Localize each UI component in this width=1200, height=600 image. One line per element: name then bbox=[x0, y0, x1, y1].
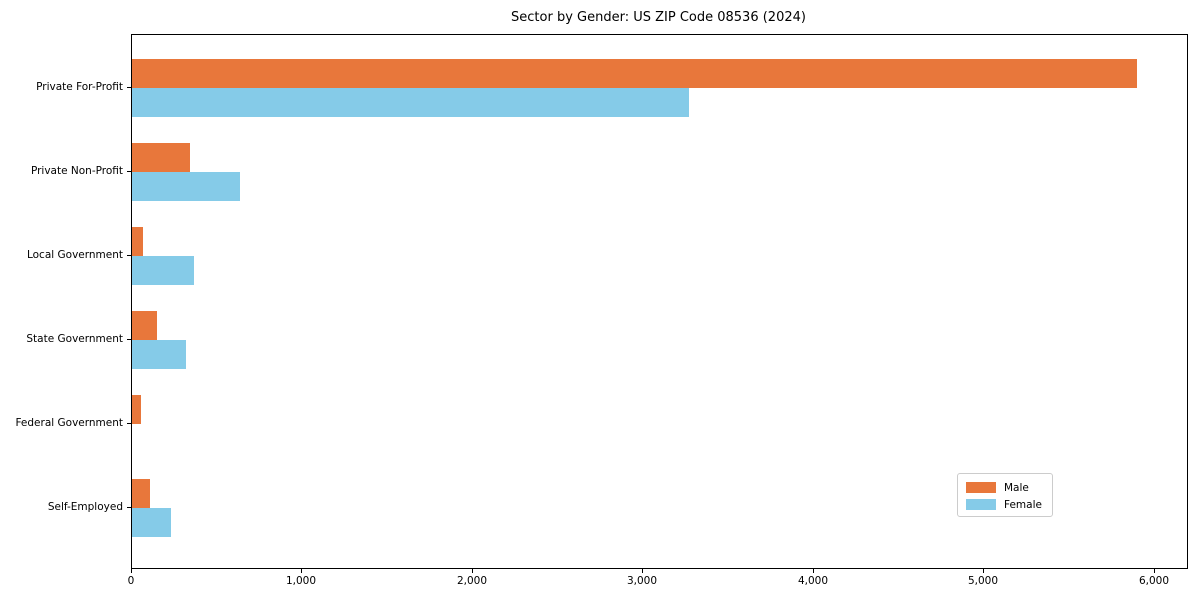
legend-swatch-female bbox=[966, 499, 996, 510]
xtick-mark bbox=[131, 569, 132, 573]
bar-female-private-non-profit bbox=[132, 172, 240, 201]
ytick-mark bbox=[127, 339, 131, 340]
bar-female-self-employed bbox=[132, 508, 171, 537]
ytick-label-private-non-profit: Private Non-Profit bbox=[30, 165, 123, 177]
xtick-mark bbox=[301, 569, 302, 573]
bar-female-state-government bbox=[132, 340, 186, 369]
plot-area bbox=[131, 34, 1188, 569]
ytick-mark bbox=[127, 423, 131, 424]
legend: Male Female bbox=[957, 473, 1053, 517]
legend-label-male: Male bbox=[1004, 481, 1029, 494]
xtick-mark bbox=[983, 569, 984, 573]
xtick-mark bbox=[1154, 569, 1155, 573]
legend-row-male: Male bbox=[966, 479, 1044, 496]
chart-title: Sector by Gender: US ZIP Code 08536 (202… bbox=[511, 10, 806, 25]
ytick-label-self-employed: Self-Employed bbox=[47, 501, 123, 513]
xtick-label-3000: 3,000 bbox=[626, 575, 658, 587]
ytick-mark bbox=[127, 87, 131, 88]
ytick-label-local-government: Local Government bbox=[26, 249, 123, 261]
legend-row-female: Female bbox=[966, 496, 1044, 513]
bar-female-private-for-profit bbox=[132, 88, 689, 117]
xtick-mark bbox=[642, 569, 643, 573]
xtick-mark bbox=[813, 569, 814, 573]
xtick-label-2000: 2,000 bbox=[456, 575, 488, 587]
ytick-label-federal-government: Federal Government bbox=[15, 417, 123, 429]
bar-male-private-for-profit bbox=[132, 59, 1137, 88]
bar-male-private-non-profit bbox=[132, 143, 190, 172]
bar-male-federal-government bbox=[132, 395, 141, 424]
xtick-label-0: 0 bbox=[127, 575, 135, 587]
ytick-mark bbox=[127, 507, 131, 508]
bar-female-local-government bbox=[132, 256, 194, 285]
xtick-label-4000: 4,000 bbox=[797, 575, 829, 587]
xtick-label-5000: 5,000 bbox=[967, 575, 999, 587]
xtick-label-1000: 1,000 bbox=[285, 575, 317, 587]
xtick-mark bbox=[472, 569, 473, 573]
ytick-label-private-for-profit: Private For-Profit bbox=[36, 81, 123, 93]
bar-male-self-employed bbox=[132, 479, 150, 508]
bar-male-state-government bbox=[132, 311, 157, 340]
ytick-mark bbox=[127, 255, 131, 256]
ytick-label-state-government: State Government bbox=[26, 333, 123, 345]
ytick-mark bbox=[127, 171, 131, 172]
xtick-label-6000: 6,000 bbox=[1138, 575, 1170, 587]
legend-swatch-male bbox=[966, 482, 996, 493]
bar-male-local-government bbox=[132, 227, 143, 256]
legend-label-female: Female bbox=[1004, 498, 1042, 511]
